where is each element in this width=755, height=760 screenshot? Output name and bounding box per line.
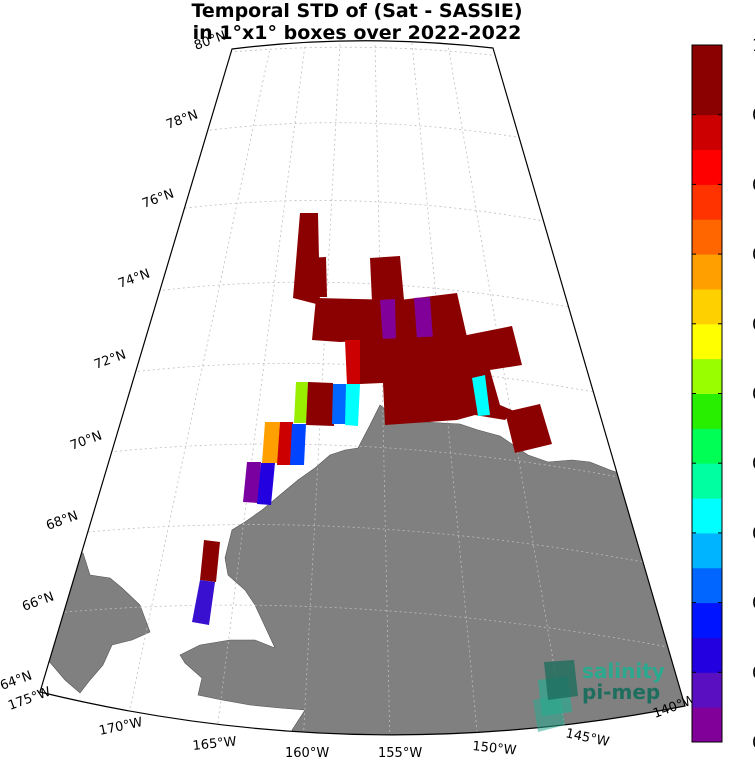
colorbar-segment bbox=[692, 45, 722, 81]
lon-label-170: 170°W bbox=[98, 715, 144, 739]
data-box bbox=[345, 340, 360, 385]
colorbar-segment bbox=[692, 637, 722, 673]
data-box bbox=[192, 580, 215, 625]
data-box bbox=[262, 422, 280, 463]
colorbar-segment bbox=[692, 79, 722, 116]
data-box bbox=[200, 540, 220, 582]
colorbar-tick-label: 0.5 bbox=[752, 385, 755, 405]
colorbar-segment bbox=[692, 254, 722, 290]
colorbar bbox=[692, 45, 722, 743]
colorbar-segment bbox=[692, 149, 722, 185]
lat-label-72: 72°N bbox=[92, 347, 128, 372]
colorbar-tick-label: 0.2 bbox=[752, 594, 755, 614]
data-box bbox=[345, 384, 360, 426]
colorbar-segment bbox=[692, 567, 722, 604]
colorbar-segment bbox=[692, 602, 722, 638]
data-box bbox=[257, 463, 275, 505]
colorbar-segment bbox=[692, 288, 722, 325]
data-box bbox=[305, 257, 327, 297]
colorbar-segment bbox=[692, 323, 722, 360]
data-box bbox=[414, 297, 433, 340]
lon-label-155: 155°W bbox=[378, 746, 422, 760]
lon-label-150: 150°W bbox=[472, 739, 518, 759]
data-box bbox=[505, 404, 552, 453]
colorbar-segment bbox=[692, 114, 722, 151]
colorbar-segment bbox=[692, 428, 722, 464]
lat-label-76: 76°N bbox=[140, 186, 176, 211]
lat-label-74: 74°N bbox=[116, 266, 152, 291]
data-box bbox=[294, 382, 308, 423]
lon-label-145: 145°W bbox=[564, 726, 610, 750]
lat-label-68: 68°N bbox=[44, 508, 80, 533]
colorbar-tick-label: 0.8 bbox=[752, 175, 755, 195]
colorbar-segment bbox=[692, 393, 722, 429]
lat-label-78: 78°N bbox=[164, 107, 200, 132]
data-box bbox=[370, 256, 404, 302]
colorbar-ticks: 0 0.1 0.2 0.3 0.4 0.5 0.6 0.7 0.8 0.9 1 bbox=[692, 36, 755, 753]
title-line-1: Temporal STD of (Sat - SASSIE) bbox=[191, 0, 522, 22]
colorbar-tick-label: 0.7 bbox=[752, 245, 755, 265]
data-box bbox=[277, 422, 293, 465]
colorbar-tick-label: 0.4 bbox=[752, 454, 755, 474]
lat-label-70: 70°N bbox=[68, 428, 104, 453]
colorbar-tick-label: 0.1 bbox=[752, 663, 755, 683]
colorbar-tick-label: 0.6 bbox=[752, 315, 755, 335]
colorbar-segment bbox=[692, 707, 722, 743]
lat-label-64: 64°N bbox=[0, 668, 34, 693]
data-box bbox=[472, 375, 490, 416]
data-box bbox=[290, 424, 306, 465]
colorbar-segment bbox=[692, 463, 722, 499]
colorbar-segment bbox=[692, 219, 722, 255]
colorbar-segment bbox=[692, 358, 722, 394]
data-box bbox=[380, 299, 396, 342]
lat-label-66: 66°N bbox=[20, 589, 56, 614]
lon-label-165: 165°W bbox=[192, 734, 238, 754]
logo-line-1: salinity bbox=[582, 659, 665, 683]
colorbar-segment bbox=[692, 672, 722, 708]
map-border bbox=[39, 40, 686, 736]
data-box bbox=[306, 382, 334, 426]
salinity-pi-mep-logo: salinity pi-mep bbox=[533, 659, 665, 732]
colorbar-segment bbox=[692, 532, 722, 569]
colorbar-tick-label: 0.9 bbox=[752, 106, 755, 126]
title-line-2: in 1°x1° boxes over 2022-2022 bbox=[193, 22, 522, 44]
logo-waves-icon bbox=[533, 660, 578, 732]
data-box bbox=[332, 384, 346, 424]
data-box bbox=[243, 462, 261, 503]
colorbar-tick-label: 0 bbox=[752, 733, 755, 753]
colorbar-tick-label: 0.3 bbox=[752, 524, 755, 544]
data-boxes bbox=[192, 213, 552, 625]
logo-line-2: pi-mep bbox=[582, 680, 660, 704]
colorbar-segment bbox=[692, 184, 722, 220]
colorbar-segment bbox=[692, 498, 722, 534]
lon-label-160: 160°W bbox=[285, 746, 329, 760]
colorbar-tick-label: 1 bbox=[752, 36, 755, 56]
